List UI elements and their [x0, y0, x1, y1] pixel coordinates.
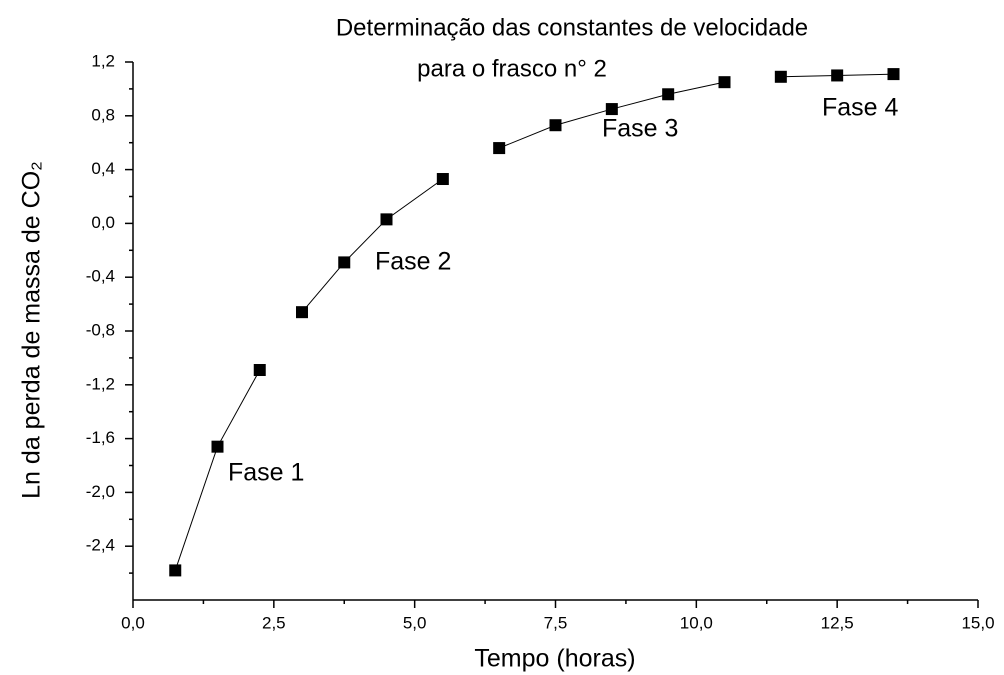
data-point — [605, 103, 618, 116]
data-point — [493, 142, 506, 155]
data-point — [253, 364, 266, 377]
data-point — [380, 213, 393, 226]
data-point — [338, 256, 351, 269]
y-axis-title: Ln da perda de massa de CO₂ — [18, 161, 46, 499]
series-label: Fase 1 — [228, 459, 304, 487]
x-tick-label: 15,0 — [961, 613, 994, 632]
x-tick-label: 7,5 — [544, 613, 568, 632]
y-tick-label: 0,0 — [91, 213, 115, 232]
data-point — [887, 68, 900, 81]
y-tick-label: -2,0 — [86, 482, 115, 501]
x-axis-title: Tempo (horas) — [474, 645, 635, 673]
x-tick-label: 2,5 — [262, 613, 286, 632]
y-tick-label: 1,2 — [91, 51, 115, 70]
data-point — [831, 69, 844, 82]
data-point — [774, 70, 787, 83]
y-tick-label: -1,6 — [86, 428, 115, 447]
x-tick-label: 5,0 — [403, 613, 427, 632]
y-tick-label: -0,4 — [86, 267, 115, 286]
y-tick-label: -2,4 — [86, 536, 115, 555]
series-label: Fase 3 — [602, 115, 678, 143]
data-point — [436, 173, 449, 186]
chart-title: para o frasco n° 2 — [417, 55, 607, 82]
y-tick-label: 0,8 — [91, 105, 115, 124]
x-tick-label: 0,0 — [121, 613, 145, 632]
x-tick-label: 12,5 — [821, 613, 854, 632]
series-label: Fase 4 — [822, 94, 899, 122]
x-tick-label: 10,0 — [680, 613, 713, 632]
data-point — [211, 440, 224, 453]
series-label: Fase 2 — [375, 248, 451, 276]
y-tick-label: -1,2 — [86, 374, 115, 393]
y-tick-label: -0,8 — [86, 320, 115, 339]
data-point — [718, 76, 731, 89]
data-point — [549, 119, 562, 132]
data-point — [169, 564, 182, 577]
y-tick-label: 0,4 — [91, 159, 115, 178]
data-point — [662, 88, 675, 101]
data-point — [296, 306, 308, 319]
chart-title: Determinação das constantes de velocidad… — [336, 14, 808, 41]
data-line — [301, 178, 444, 313]
